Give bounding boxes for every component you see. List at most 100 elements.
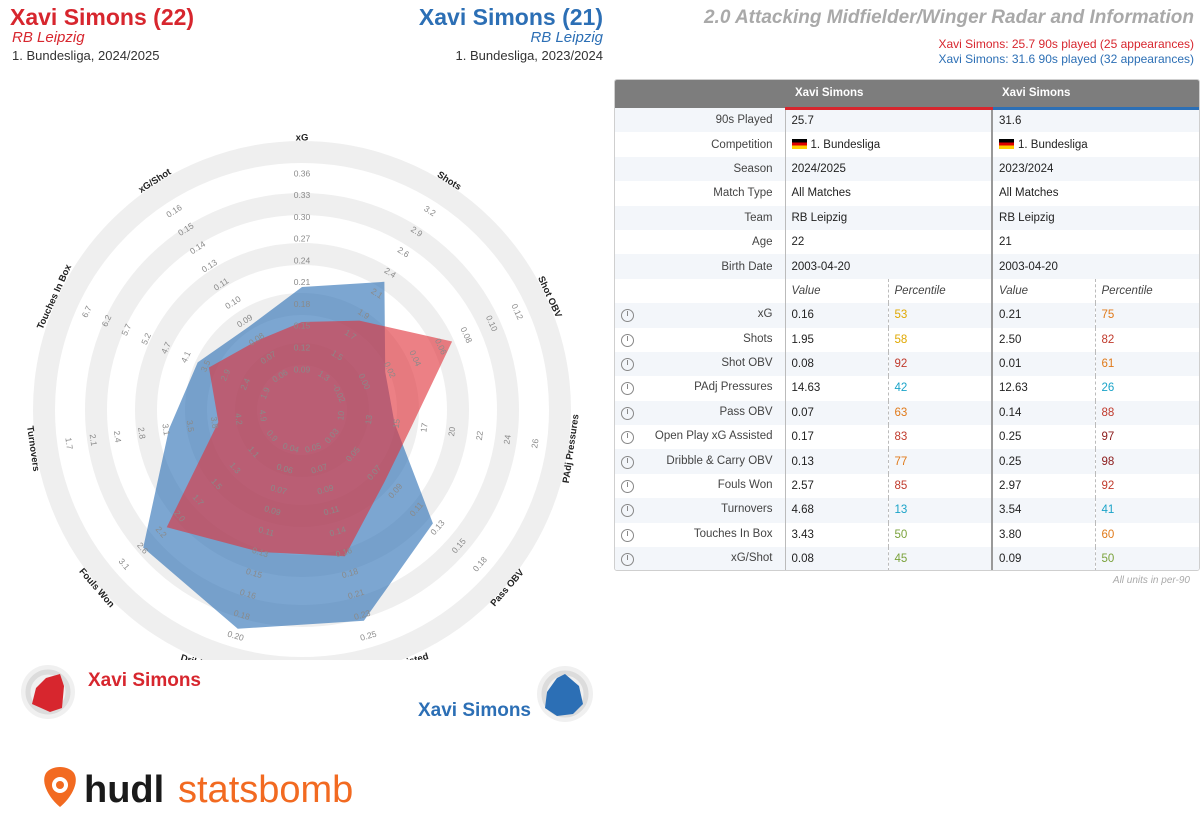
metric-icon bbox=[621, 455, 634, 469]
radar-tick-label: 0.27 bbox=[294, 234, 311, 244]
radar-tick-label: 0.12 bbox=[509, 302, 525, 321]
row-label: Competition bbox=[615, 132, 785, 157]
radar-tick-label: 0.25 bbox=[359, 629, 378, 643]
radar-tick-label: 6.2 bbox=[99, 313, 113, 328]
table-row: Birth Date 2003-04-20 2003-04-20 bbox=[615, 254, 1199, 279]
metric-label: Touches In Box bbox=[615, 522, 785, 548]
radar-tick-label: 15 bbox=[391, 418, 402, 429]
radar-tick-label: 0.18 bbox=[294, 299, 311, 309]
player1-percentile: 42 bbox=[887, 376, 993, 401]
metric-label: Fouls Won bbox=[615, 473, 785, 499]
radar-tick-label: 2.4 bbox=[112, 430, 124, 443]
radar-tick-label: 1.9 bbox=[258, 385, 272, 400]
legend-radar-icon-blue bbox=[537, 666, 593, 722]
player1-value: RB Leipzig bbox=[784, 205, 993, 230]
player1-value: 2024/2025 bbox=[784, 156, 993, 182]
radar-tick-label: 4.7 bbox=[159, 340, 173, 355]
table-subheader: Value Percentile Value Percentile bbox=[615, 278, 1199, 304]
player1-value: 0.16 bbox=[784, 303, 888, 328]
legend-player1: Xavi Simons bbox=[20, 664, 201, 729]
player1-value: 0.07 bbox=[784, 400, 888, 426]
player1-value: 2003-04-20 bbox=[784, 254, 993, 279]
table-row: Dribble & Carry OBV 0.13 77 0.25 98 bbox=[615, 449, 1199, 474]
player2-value: 3.80 bbox=[991, 522, 1096, 548]
metric-icon bbox=[621, 406, 634, 420]
player2-value: 2023/2024 bbox=[991, 156, 1199, 182]
radar-tick-label: 1.7 bbox=[63, 437, 75, 450]
player2-value: 0.25 bbox=[991, 449, 1096, 474]
radar-tick-label: 0.08 bbox=[458, 325, 474, 344]
radar-tick-label: 0.23 bbox=[353, 608, 372, 622]
row-label: Match Type bbox=[615, 181, 785, 206]
metric-label: xG/Shot bbox=[615, 547, 785, 570]
table-row: Turnovers 4.68 13 3.54 41 bbox=[615, 498, 1199, 523]
radar-tick-label: 3.8 bbox=[209, 416, 221, 429]
metric-icon bbox=[621, 309, 634, 323]
radar-tick-label: 0.11 bbox=[322, 503, 340, 517]
row-label: Team bbox=[615, 205, 785, 230]
row-label: 90s Played bbox=[615, 108, 785, 133]
player2-team: RB Leipzig bbox=[530, 29, 603, 46]
player1-value: 2.57 bbox=[784, 473, 888, 499]
radar-tick-label: 0.06 bbox=[275, 461, 294, 475]
table-header-player1: Xavi Simons bbox=[785, 80, 993, 110]
table-body: 90s Played 25.7 31.6 Competition 1. Bundesli… bbox=[615, 108, 1199, 570]
radar-tick-label: 3.1 bbox=[117, 556, 132, 572]
player2-value: All Matches bbox=[991, 181, 1199, 206]
radar-tick-label: 2.4 bbox=[238, 376, 252, 391]
player2-name: Xavi Simons (21) bbox=[418, 4, 603, 30]
player2-value: 0.25 bbox=[991, 425, 1096, 450]
player2-percentile: 50 bbox=[1094, 547, 1199, 570]
player2-value: 12.63 bbox=[991, 376, 1096, 401]
radar-tick-label: 0.15 bbox=[294, 321, 311, 331]
player2-value: 0.21 bbox=[991, 303, 1096, 328]
player2-percentile: 88 bbox=[1094, 400, 1199, 426]
radar-tick-label: 0.07 bbox=[269, 482, 288, 496]
page-title: 2.0 Attacking Midfielder/Winger Radar an… bbox=[703, 7, 1194, 28]
radar-tick-label: 0.07 bbox=[310, 461, 329, 475]
player1-value: 0.08 bbox=[784, 351, 888, 377]
player2-percentile: 98 bbox=[1094, 449, 1199, 474]
radar-tick-label: 0.16 bbox=[334, 545, 353, 559]
radar-tick-label: 0.13 bbox=[251, 545, 270, 559]
radar-tick-label: 0.20 bbox=[226, 629, 245, 643]
radar-tick-label: 0.05 bbox=[304, 440, 323, 454]
player2-value: 0.09 bbox=[991, 547, 1096, 570]
radar-tick-label: 0.30 bbox=[294, 212, 311, 222]
radar-tick-label: 0.16 bbox=[164, 202, 184, 220]
metric-label: Pass OBV bbox=[615, 400, 785, 426]
metric-icon bbox=[621, 553, 634, 567]
radar-tick-label: 0.21 bbox=[347, 587, 366, 601]
radar-tick-label: 20 bbox=[446, 426, 457, 437]
logo-text-hudl: hudl bbox=[84, 769, 164, 811]
radar-tick-label: 0.09 bbox=[263, 503, 282, 517]
player1-percentile: 85 bbox=[887, 473, 993, 499]
metric-icon bbox=[621, 528, 634, 542]
radar-tick-label: 6.7 bbox=[80, 304, 94, 319]
subheader-percentile: Percentile bbox=[887, 278, 993, 304]
table-row: Match Type All Matches All Matches bbox=[615, 181, 1199, 206]
radar-tick-label: 0.24 bbox=[294, 255, 311, 265]
radar-tick-label: 0.36 bbox=[294, 168, 311, 178]
radar-tick-label: 0.04 bbox=[282, 441, 301, 455]
player1-percentile: 13 bbox=[887, 498, 993, 523]
table-row: Open Play xG Assisted 0.17 83 0.25 97 bbox=[615, 425, 1199, 450]
table-row: Competition 1. Bundesliga 1. Bundesliga bbox=[615, 132, 1199, 157]
metric-icon bbox=[621, 504, 634, 518]
table-row: Team RB Leipzig RB Leipzig bbox=[615, 205, 1199, 230]
radar-tick-label: 13 bbox=[363, 414, 374, 425]
radar-tick-label: 2.9 bbox=[218, 367, 232, 382]
metric-label: Shot OBV bbox=[615, 351, 785, 377]
table-row: PAdj Pressures 14.63 42 12.63 26 bbox=[615, 376, 1199, 401]
subheader-value: Value bbox=[991, 278, 1096, 304]
player1-played: Xavi Simons: 25.7 90s played (25 appeara… bbox=[938, 37, 1195, 51]
radar-tick-label: 2.8 bbox=[136, 426, 148, 439]
radar-tick-label: 3.5 bbox=[198, 358, 212, 373]
player1-percentile: 50 bbox=[887, 522, 993, 548]
germany-flag-icon bbox=[791, 138, 807, 149]
radar-tick-label: 26 bbox=[529, 438, 540, 449]
radar-tick-label: 2.1 bbox=[88, 433, 100, 446]
radar-tick-label: 0.33 bbox=[294, 190, 311, 200]
player2-percentile: 82 bbox=[1094, 327, 1199, 352]
player1-percentile: 92 bbox=[887, 351, 993, 377]
